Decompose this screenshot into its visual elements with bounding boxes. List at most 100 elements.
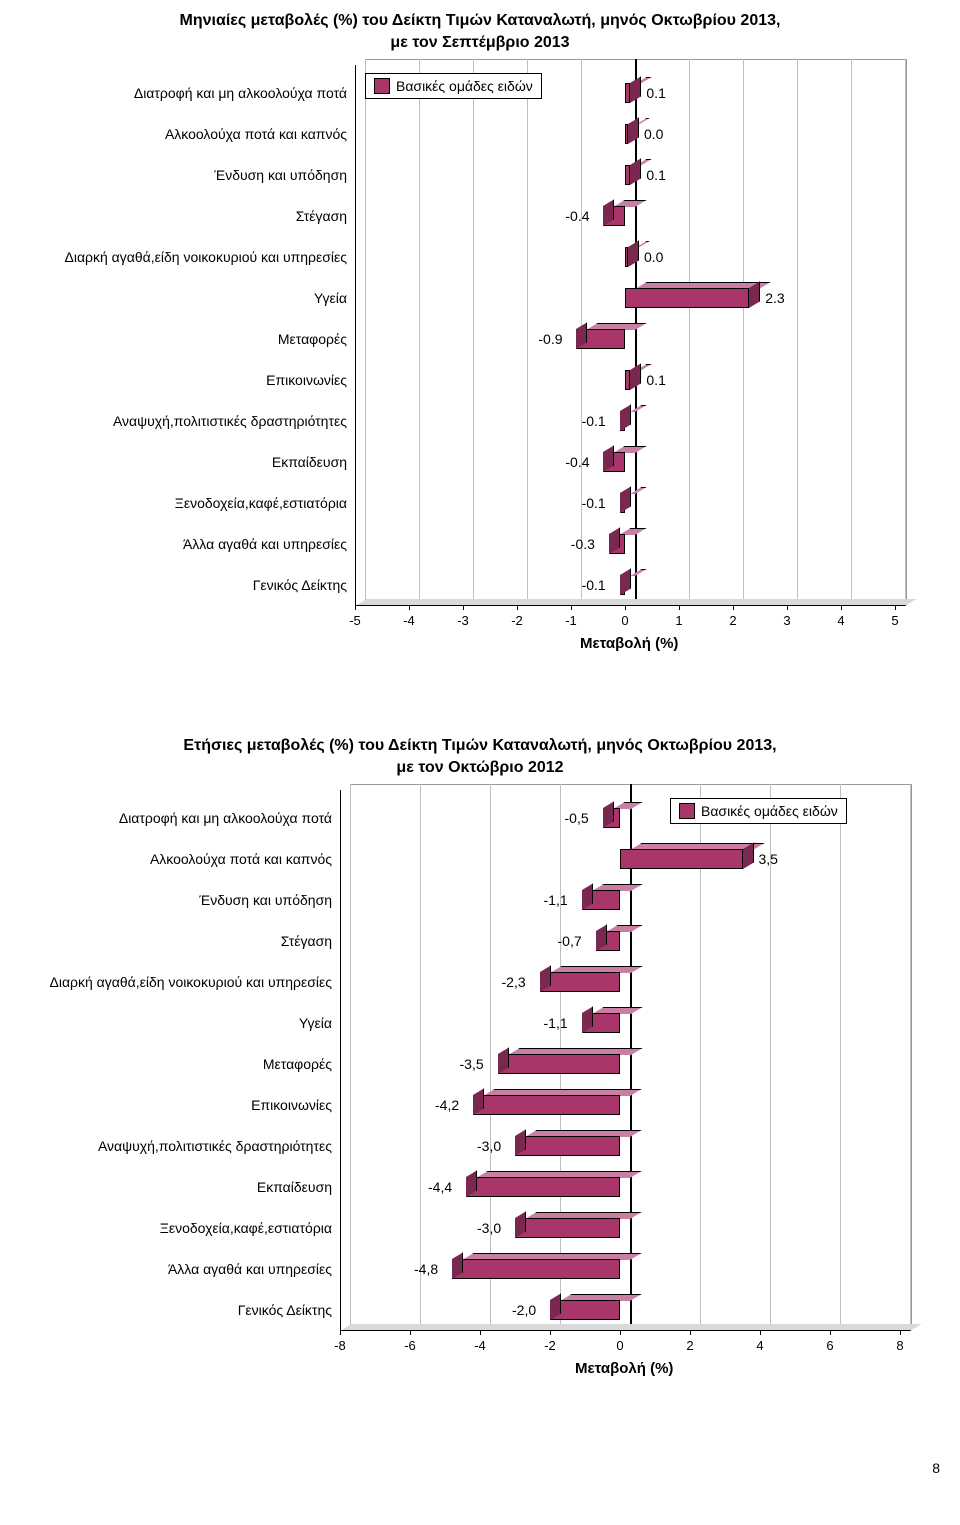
bar <box>466 1177 620 1197</box>
category-label: Διαρκή αγαθά,είδη νοικοκυριού και υπηρεσ… <box>64 249 347 265</box>
value-label: 0.0 <box>644 249 663 265</box>
value-label: -3,0 <box>477 1138 501 1154</box>
category-label: Διατροφή και μη αλκοολούχα ποτά <box>119 810 332 826</box>
monthly-chart: Μηνιαίες μεταβολές (%) του Δείκτη Τιμών … <box>20 10 940 665</box>
chart1-plot: -5 -4 -3 -2 -1 0 1 2 3 4 5 Μεταβολή (%) Διατροφή και… <box>35 65 925 665</box>
category-label: Ξενοδοχεία,καφέ,εστιατόρια <box>175 495 347 511</box>
bar <box>625 288 749 308</box>
value-label: -4,8 <box>414 1261 438 1277</box>
category-label: Εκπαίδευση <box>272 454 347 470</box>
value-label: -4,4 <box>428 1179 452 1195</box>
bar <box>498 1054 621 1074</box>
value-label: -3,5 <box>460 1056 484 1072</box>
category-label: Αλκοολούχα ποτά και καπνός <box>165 126 347 142</box>
bar <box>515 1218 620 1238</box>
x-tick-label: -3 <box>457 613 469 628</box>
value-label: 0.1 <box>646 167 665 183</box>
value-label: 0.0 <box>644 126 663 142</box>
category-label: Γενικός Δείκτης <box>253 577 347 593</box>
chart2-plot: -8 -6 -4 -2 0 2 4 6 8 Μεταβολή (%) Διατροφή και μη… <box>30 790 930 1390</box>
value-label: -3,0 <box>477 1220 501 1236</box>
value-label: -0.1 <box>582 413 606 429</box>
value-label: -0.1 <box>582 495 606 511</box>
category-label: Υγεία <box>299 1015 332 1031</box>
chart1-title-line1: Μηνιαίες μεταβολές (%) του Δείκτη Τιμών … <box>180 12 781 29</box>
legend-label: Βασικές ομάδες ειδών <box>396 78 533 94</box>
x-tick-label: -6 <box>404 1338 416 1353</box>
category-label: Άλλα αγαθά και υπηρεσίες <box>183 536 347 552</box>
x-tick-label: -4 <box>474 1338 486 1353</box>
chart2-title: Ετήσιες μεταβολές (%) του Δείκτη Τιμών Κ… <box>20 735 940 780</box>
legend-swatch <box>679 803 695 819</box>
value-label: 2.3 <box>765 290 784 306</box>
x-tick-label: -4 <box>403 613 415 628</box>
value-label: 0.1 <box>646 85 665 101</box>
x-tick-label: -2 <box>511 613 523 628</box>
legend: Βασικές ομάδες ειδών <box>670 798 847 824</box>
category-label: Άλλα αγαθά και υπηρεσίες <box>168 1261 332 1277</box>
category-label: Υγεία <box>314 290 347 306</box>
bar <box>473 1095 620 1115</box>
legend: Βασικές ομάδες ειδών <box>365 73 542 99</box>
category-label: Μεταφορές <box>278 331 347 347</box>
x-tick-label: 4 <box>756 1338 763 1353</box>
x-tick-label: -5 <box>349 613 361 628</box>
category-label: Διαρκή αγαθά,είδη νοικοκυριού και υπηρεσ… <box>49 974 332 990</box>
x-tick-label: 8 <box>896 1338 903 1353</box>
category-label: Στέγαση <box>296 208 347 224</box>
page-number: 8 <box>20 1460 940 1476</box>
category-label: Αναψυχή,πολιτιστικές δραστηριότητες <box>98 1138 332 1154</box>
x-tick-label: 3 <box>783 613 790 628</box>
value-label: -0.9 <box>538 331 562 347</box>
bar <box>620 849 743 869</box>
x-axis-title: Μεταβολή (%) <box>575 1360 673 1377</box>
category-label: Γενικός Δείκτης <box>238 1302 332 1318</box>
x-tick-label: 5 <box>891 613 898 628</box>
category-label: Αλκοολούχα ποτά και καπνός <box>150 851 332 867</box>
chart2-title-line1: Ετήσιες μεταβολές (%) του Δείκτη Τιμών Κ… <box>183 737 776 754</box>
x-tick-label: -8 <box>334 1338 346 1353</box>
annual-chart: Ετήσιες μεταβολές (%) του Δείκτη Τιμών Κ… <box>20 735 940 1390</box>
x-tick-label: 0 <box>621 613 628 628</box>
value-label: -0.4 <box>565 208 589 224</box>
category-label: Αναψυχή,πολιτιστικές δραστηριότητες <box>113 413 347 429</box>
x-tick-label: 2 <box>686 1338 693 1353</box>
x-tick-label: -2 <box>544 1338 556 1353</box>
category-label: Μεταφορές <box>263 1056 332 1072</box>
legend-label: Βασικές ομάδες ειδών <box>701 803 838 819</box>
x-tick-label: 2 <box>729 613 736 628</box>
value-label: -2,0 <box>512 1302 536 1318</box>
value-label: -0.1 <box>582 577 606 593</box>
chart1-title-line2: με τον Σεπτέμβριο 2013 <box>390 34 569 51</box>
value-label: 0.1 <box>646 372 665 388</box>
value-label: -1,1 <box>544 1015 568 1031</box>
chart1-title: Μηνιαίες μεταβολές (%) του Δείκτη Τιμών … <box>20 10 940 55</box>
value-label: -0.4 <box>565 454 589 470</box>
category-label: Επικοινωνίες <box>266 372 347 388</box>
bar <box>452 1259 620 1279</box>
bar <box>515 1136 620 1156</box>
value-label: -0.3 <box>571 536 595 552</box>
value-label: -2,3 <box>502 974 526 990</box>
category-label: Στέγαση <box>281 933 332 949</box>
value-label: -0,5 <box>565 810 589 826</box>
x-axis-title: Μεταβολή (%) <box>580 635 678 652</box>
category-label: Εκπαίδευση <box>257 1179 332 1195</box>
x-tick-label: 0 <box>616 1338 623 1353</box>
category-label: Ξενοδοχεία,καφέ,εστιατόρια <box>160 1220 332 1236</box>
category-label: Επικοινωνίες <box>251 1097 332 1113</box>
bar <box>540 972 621 992</box>
x-tick-label: 1 <box>675 613 682 628</box>
category-label: Ένδυση και υπόδηση <box>214 167 347 183</box>
value-label: -0,7 <box>558 933 582 949</box>
value-label: -1,1 <box>544 892 568 908</box>
chart2-title-line2: με τον Οκτώβριο 2012 <box>396 759 563 776</box>
legend-swatch <box>374 78 390 94</box>
x-tick-label: 6 <box>826 1338 833 1353</box>
category-label: Ένδυση και υπόδηση <box>199 892 332 908</box>
x-tick-label: 4 <box>837 613 844 628</box>
x-tick-label: -1 <box>565 613 577 628</box>
value-label: -4,2 <box>435 1097 459 1113</box>
category-label: Διατροφή και μη αλκοολούχα ποτά <box>134 85 347 101</box>
value-label: 3,5 <box>759 851 778 867</box>
